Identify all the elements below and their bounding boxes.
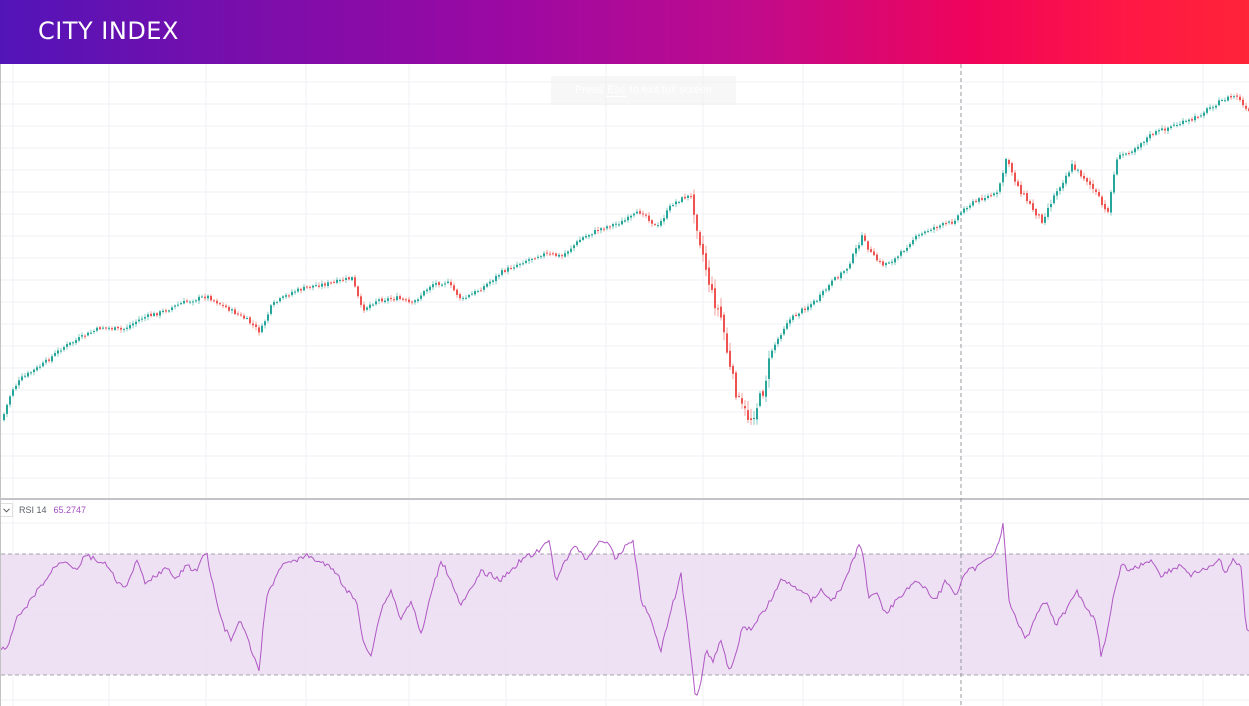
toast-suffix: to exit full screen <box>629 84 713 96</box>
rsi-band <box>1 553 1249 676</box>
price-candles <box>3 92 1249 425</box>
chart-area[interactable]: Press Esc to exit full screen RSI 14 65.… <box>0 64 1249 706</box>
rsi-indicator-name[interactable]: RSI 14 <box>19 505 47 515</box>
rsi-legend: RSI 14 65.2747 <box>1 503 86 517</box>
rsi-line <box>1 523 1249 696</box>
toast-prefix: Press <box>574 84 604 96</box>
brand-header: CITY INDEX <box>0 0 1249 64</box>
toast-key: Esc <box>606 84 627 97</box>
chart-canvas[interactable] <box>1 64 1249 706</box>
brand-logo: CITY INDEX <box>38 17 179 45</box>
fullscreen-toast: Press Esc to exit full screen <box>551 76 736 105</box>
rsi-indicator-value: 65.2747 <box>53 505 87 515</box>
rsi-collapse-toggle[interactable] <box>1 503 13 517</box>
chevron-down-icon <box>3 507 10 513</box>
